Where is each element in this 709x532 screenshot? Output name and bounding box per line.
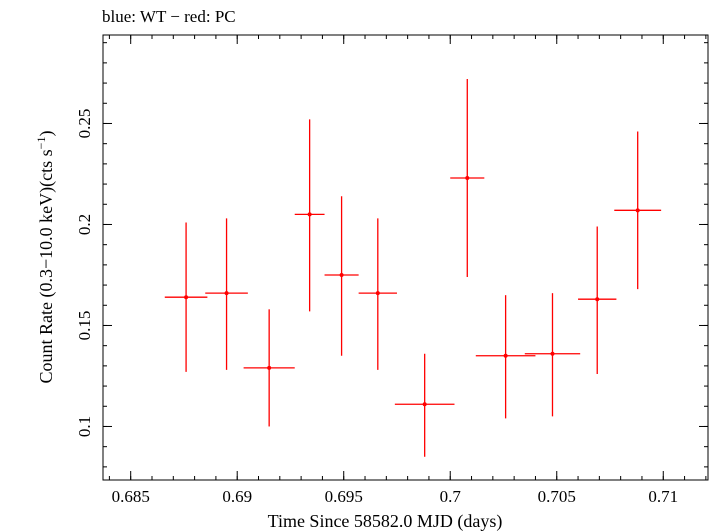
x-tick-label: 0.705 [538, 487, 576, 506]
x-tick-labels: 0.685 0.69 0.695 0.7 0.705 0.71 [112, 487, 679, 506]
data-marker [307, 212, 312, 217]
data-marker [503, 353, 508, 358]
x-axis-label: Time Since 58582.0 MJD (days) [268, 511, 503, 532]
x-tick-label: 0.685 [112, 487, 150, 506]
axis-ticks [103, 35, 708, 480]
data-marker [465, 176, 470, 181]
data-marker [224, 291, 229, 296]
data-point [205, 218, 248, 370]
data-point [294, 119, 325, 312]
chart-title: blue: WT − red: PC [102, 7, 236, 26]
plot-frame [102, 34, 709, 481]
data-marker [375, 291, 380, 296]
y-tick-label: 0.1 [75, 416, 94, 437]
data-points [164, 79, 662, 457]
data-marker [550, 351, 555, 356]
data-point [578, 226, 617, 374]
data-point [164, 222, 208, 372]
y-tick-labels: 0.1 0.15 0.2 0.25 [75, 109, 94, 437]
data-point [243, 309, 295, 427]
data-marker [339, 272, 344, 277]
data-point [324, 196, 359, 356]
y-axis-label-main: Count Rate (0.3−10.0 keV)(cts s [36, 149, 57, 383]
y-tick-label: 0.15 [75, 311, 94, 341]
data-marker [184, 295, 189, 300]
x-tick-label: 0.695 [325, 487, 363, 506]
data-marker [422, 402, 427, 407]
data-marker [635, 208, 640, 213]
data-point [394, 353, 455, 457]
data-point [524, 293, 581, 417]
x-tick-label: 0.7 [440, 487, 462, 506]
data-marker [595, 297, 600, 302]
data-marker [267, 365, 272, 370]
data-point [475, 295, 536, 419]
data-point [614, 131, 662, 290]
y-tick-label: 0.25 [75, 109, 94, 139]
data-point [358, 218, 397, 370]
y-tick-label: 0.2 [75, 214, 94, 235]
y-axis-label: Count Rate (0.3−10.0 keV)(cts s−1) [34, 131, 57, 384]
data-point [450, 79, 485, 277]
x-tick-label: 0.69 [222, 487, 252, 506]
y-axis-label-superscript: −1 [34, 137, 48, 150]
y-axis-label-close: ) [36, 131, 57, 137]
x-tick-label: 0.71 [648, 487, 678, 506]
